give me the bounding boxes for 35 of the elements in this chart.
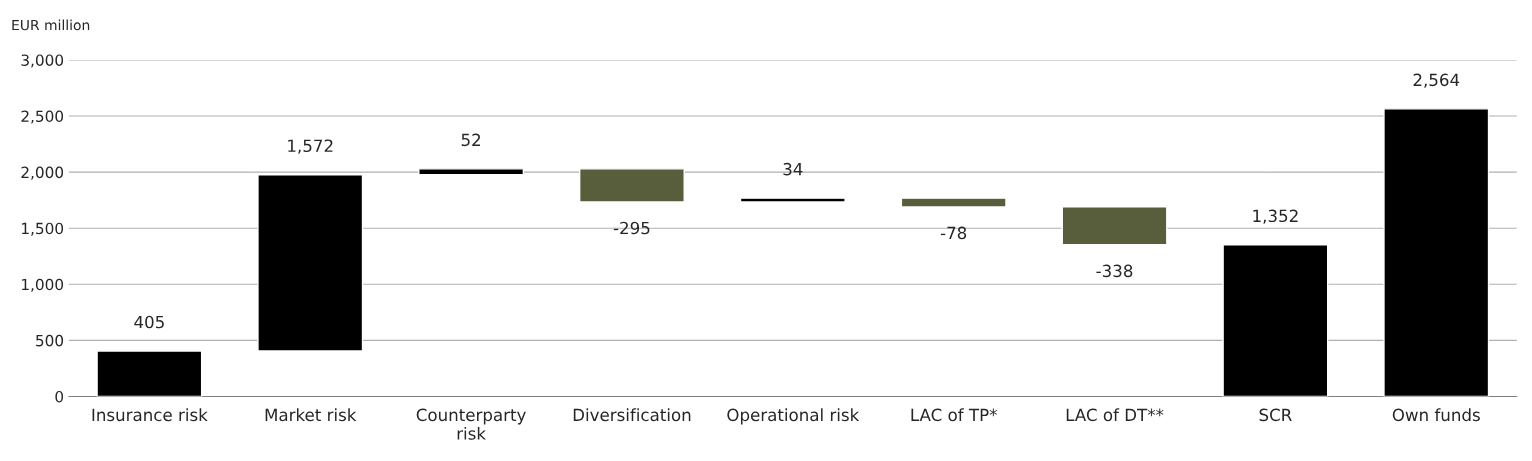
bar xyxy=(578,168,685,203)
y-axis-title: EUR million xyxy=(12,19,90,31)
y-tick-label: 2,500 xyxy=(21,110,64,124)
data-label: 2,564 xyxy=(1413,73,1460,88)
x-tick-label: Operational risk xyxy=(727,408,860,425)
bar xyxy=(418,168,525,176)
x-tick-label: LAC of TP* xyxy=(911,408,997,422)
bar xyxy=(739,197,846,203)
x-tick-label: Diversification xyxy=(573,408,691,422)
bar xyxy=(1222,244,1329,397)
data-label: 1,572 xyxy=(288,139,333,154)
x-tick-label: Counterparty risk xyxy=(416,408,526,440)
data-label: 34 xyxy=(783,162,803,176)
x-tick-label: LAC of DT** xyxy=(1066,408,1164,422)
data-label: 1,352 xyxy=(1253,209,1298,224)
y-tick-label: 1,500 xyxy=(22,222,64,236)
x-tick-label: Insurance risk xyxy=(92,408,208,422)
y-tick-label: 2,000 xyxy=(21,166,64,180)
y-tick-label: 500 xyxy=(36,334,64,347)
data-label: 405 xyxy=(134,315,164,329)
bar xyxy=(96,350,203,397)
bar xyxy=(257,173,364,352)
data-label: -338 xyxy=(1096,264,1133,278)
y-tick-label: 0 xyxy=(55,390,64,403)
y-tick-label: 1,000 xyxy=(22,278,64,292)
x-tick-label: SCR xyxy=(1259,408,1292,422)
data-label: 52 xyxy=(461,133,481,147)
x-tick-label: Own funds xyxy=(1392,408,1480,422)
x-tick-label: Market risk xyxy=(265,408,357,422)
data-label: -78 xyxy=(940,226,967,240)
y-tick-label: 3,000 xyxy=(21,54,64,68)
data-label: -295 xyxy=(613,221,650,235)
bar xyxy=(1061,206,1168,246)
bar xyxy=(900,197,1007,208)
bar xyxy=(1383,108,1490,397)
